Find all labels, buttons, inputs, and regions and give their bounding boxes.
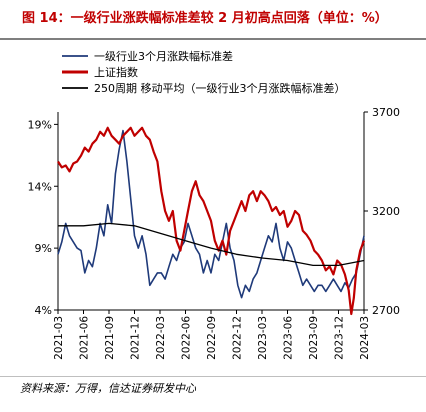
legend-label: 250周期 移动平均（一级行业3个月涨跌幅标准差）	[94, 81, 346, 95]
x-tick-label: 2023-03	[257, 316, 269, 360]
right-tick-label: 3200	[372, 205, 400, 218]
title-divider	[0, 38, 426, 40]
x-tick-label: 2022-03	[155, 316, 167, 360]
right-tick-label: 2700	[372, 304, 400, 317]
right-tick-label: 3700	[372, 106, 400, 119]
x-tick-label: 2023-09	[308, 316, 320, 360]
legend-label: 上证指数	[94, 65, 138, 79]
x-tick-label: 2023-06	[283, 316, 295, 360]
legend-label: 一级行业3个月涨跌幅标准差	[94, 49, 233, 63]
source-note: 资料来源：万得，信达证券研发中心	[20, 382, 196, 395]
x-tick-label: 2021-03	[53, 316, 65, 360]
x-tick-label: 2022-12	[232, 316, 244, 360]
series-line-2	[57, 126, 366, 316]
line-chart: 4% 9% 14% 19% 2700 3200 3700 2021-03 2021-06 2021…	[28, 49, 400, 360]
left-tick-label: 19%	[28, 118, 52, 131]
left-tick-label: 4%	[35, 304, 52, 317]
x-tick-label: 2023-12	[334, 316, 346, 360]
x-tick-label: 2021-06	[79, 316, 91, 360]
left-tick-label: 14%	[28, 180, 52, 193]
chart-title: 图 14：一级行业涨跌幅标准差较 2 月初高点回落（单位：%）	[22, 11, 388, 26]
footer-divider	[0, 376, 426, 377]
series-line-3	[58, 222, 365, 267]
x-tick-label: 2021-09	[104, 316, 116, 360]
x-tick-label: 2022-09	[206, 316, 218, 360]
left-tick-label: 9%	[35, 242, 52, 255]
x-tick-label: 2021-12	[130, 316, 142, 360]
series-line-1	[57, 129, 365, 299]
x-tick-label: 2024-03	[359, 316, 371, 360]
x-tick-label: 2022-06	[181, 316, 193, 360]
